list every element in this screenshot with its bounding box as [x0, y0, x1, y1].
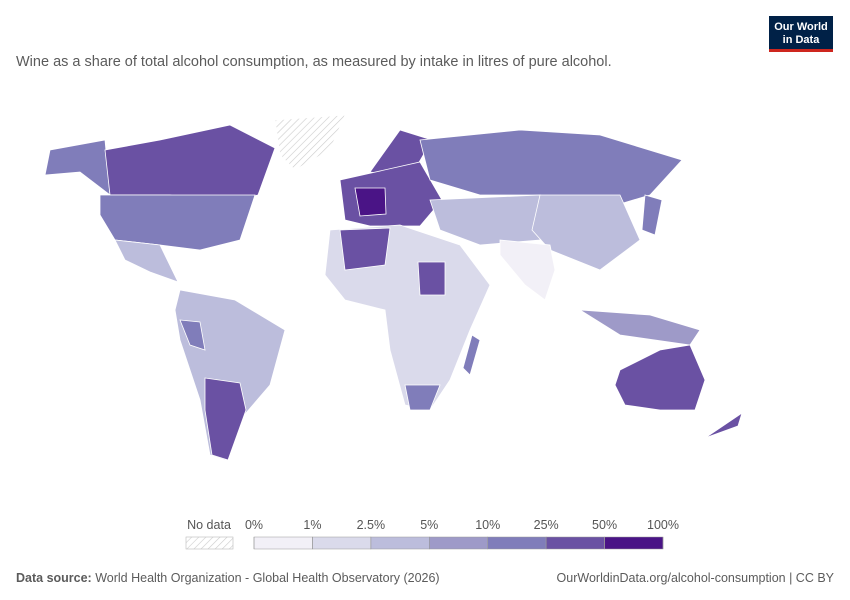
logo-text: Our World — [774, 21, 828, 33]
source-label: Data source: — [16, 571, 92, 585]
legend-label: No data — [187, 518, 231, 532]
country[interactable] — [114, 239, 179, 283]
country[interactable] — [404, 384, 441, 411]
legend-label: 100% — [647, 518, 679, 532]
legend: No data 0% 1% 2.5% 5% 10% 25% 50% 100% — [185, 518, 679, 550]
country[interactable] — [174, 289, 286, 461]
country[interactable] — [499, 239, 556, 301]
country[interactable] — [339, 227, 391, 271]
source-text: World Health Organization - Global Healt… — [95, 571, 439, 585]
country[interactable] — [417, 261, 446, 296]
country[interactable] — [354, 187, 387, 217]
country[interactable] — [641, 194, 663, 236]
country[interactable] — [339, 161, 443, 227]
legend-bin[interactable] — [253, 536, 313, 550]
country[interactable] — [614, 344, 706, 411]
country[interactable] — [462, 334, 481, 376]
country[interactable] — [579, 309, 701, 346]
logo[interactable]: Our World in Data — [769, 16, 833, 52]
country[interactable] — [179, 319, 206, 351]
legend-label: 10% — [475, 518, 500, 532]
country[interactable] — [429, 194, 541, 246]
legend-bin[interactable] — [604, 536, 664, 550]
legend-label: 0% — [245, 518, 263, 532]
legend-label: 2.5% — [357, 518, 386, 532]
legend-bin[interactable] — [545, 536, 605, 550]
country[interactable] — [44, 139, 111, 196]
logo-box — [769, 16, 833, 52]
footer-url[interactable]: OurWorldinData.org/alcohol-consumption |… — [557, 571, 835, 585]
legend-label: 5% — [420, 518, 438, 532]
country[interactable] — [274, 114, 346, 171]
country[interactable] — [104, 124, 276, 206]
legend-label: 50% — [592, 518, 617, 532]
legend-bin[interactable] — [370, 536, 430, 550]
legend-bin[interactable] — [429, 536, 488, 550]
country[interactable] — [419, 129, 683, 211]
legend-no-data[interactable] — [185, 536, 234, 550]
legend-bin[interactable] — [312, 536, 372, 550]
legend-label: 1% — [303, 518, 321, 532]
logo-stripe — [769, 49, 833, 52]
legend-bin[interactable] — [487, 536, 547, 550]
subtitle: Wine as a share of total alcohol consump… — [16, 54, 612, 70]
country[interactable] — [99, 194, 256, 251]
legend-label: 25% — [534, 518, 559, 532]
country[interactable] — [204, 377, 247, 461]
footer-source: Data source: World Health Organization -… — [16, 571, 440, 585]
world-map — [44, 114, 743, 461]
logo-text: in Data — [783, 34, 821, 46]
country[interactable] — [531, 194, 641, 271]
country[interactable] — [704, 412, 743, 439]
